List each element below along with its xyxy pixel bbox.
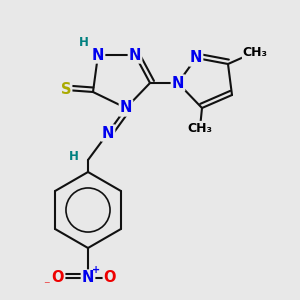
Text: H: H [79, 37, 89, 50]
Text: N: N [172, 76, 184, 91]
Text: N: N [82, 271, 94, 286]
Text: H: H [69, 149, 79, 163]
Text: O: O [104, 271, 116, 286]
Text: S: S [61, 82, 71, 98]
Text: ⁻: ⁻ [43, 280, 49, 292]
Text: N: N [120, 100, 132, 116]
Text: N: N [190, 50, 202, 65]
Text: O: O [52, 271, 64, 286]
Text: +: + [92, 265, 100, 275]
Text: N: N [102, 125, 114, 140]
Text: N: N [129, 47, 141, 62]
Text: CH₃: CH₃ [188, 122, 212, 134]
Text: N: N [92, 47, 104, 62]
Text: CH₃: CH₃ [242, 46, 268, 59]
